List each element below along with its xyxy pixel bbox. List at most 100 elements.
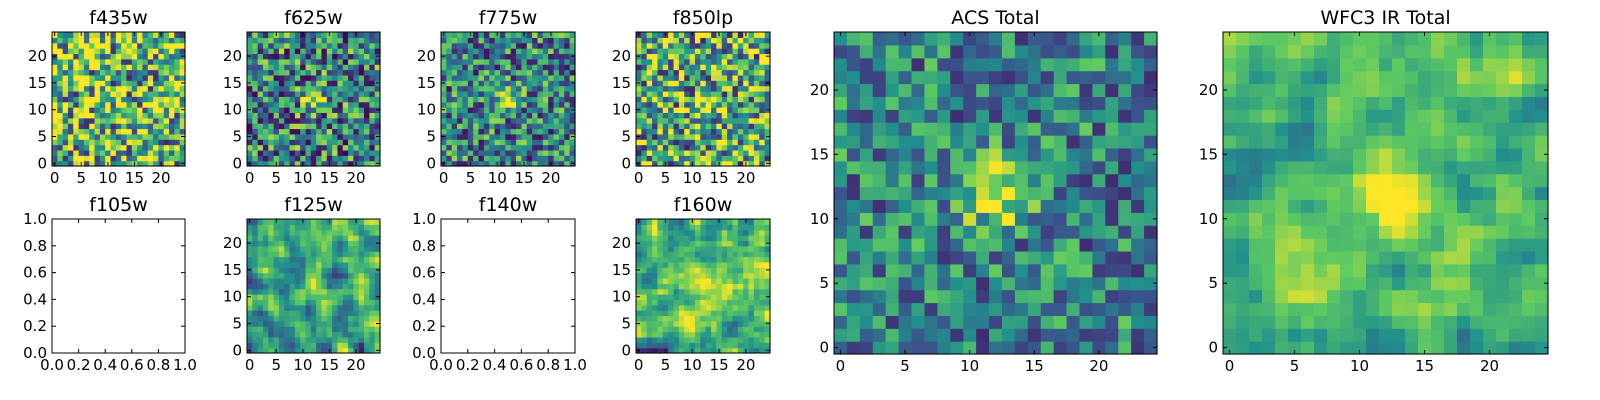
heatmap-cell — [646, 107, 653, 113]
heatmap-cell — [753, 80, 760, 87]
heatmap-cell — [278, 320, 285, 327]
heatmap-cell — [374, 48, 381, 55]
heatmap-cell — [353, 42, 360, 49]
heatmap-cell — [764, 32, 771, 38]
heatmap-cell — [174, 48, 181, 55]
heatmap-cell — [478, 80, 485, 87]
heatmap-cell — [284, 101, 291, 108]
heatmap-cell — [689, 342, 696, 349]
heatmap-cell — [885, 83, 900, 97]
heatmap-cell — [441, 149, 447, 156]
heatmap-cell — [321, 42, 328, 49]
heatmap-cell — [668, 139, 675, 146]
heatmap-cell — [1092, 57, 1106, 72]
heatmap-cell — [1131, 122, 1145, 136]
heatmap-cell — [673, 90, 680, 97]
heatmap-cell — [147, 53, 154, 60]
heatmap-cell — [321, 80, 328, 87]
heatmap-cell — [499, 155, 506, 162]
heatmap-cell — [1431, 109, 1445, 123]
y-tick-label: 5 — [621, 128, 631, 146]
heatmap-cell — [1249, 32, 1263, 46]
heatmap-cell — [457, 144, 464, 151]
heatmap-cell — [689, 331, 696, 338]
heatmap-cell — [1535, 122, 1549, 136]
heatmap-cell — [305, 144, 312, 151]
heatmap-cell — [1457, 147, 1471, 162]
heatmap-cell — [1275, 57, 1289, 72]
heatmap-cell — [89, 160, 96, 167]
heatmap-cell — [516, 69, 522, 76]
heatmap-cell — [332, 90, 339, 97]
heatmap-cell — [1340, 122, 1354, 136]
heatmap-cell — [516, 144, 522, 151]
heatmap-cell — [321, 224, 328, 231]
heatmap-cell — [99, 53, 106, 60]
heatmap-cell — [1327, 328, 1341, 342]
heatmap-cell — [294, 139, 301, 146]
heatmap-cell — [716, 58, 723, 65]
heatmap-cell — [1053, 173, 1068, 188]
heatmap-cell — [305, 277, 312, 284]
heatmap-cell — [451, 107, 458, 113]
heatmap-cell — [163, 69, 170, 76]
heatmap-cell — [67, 58, 74, 65]
heatmap-cell — [1131, 70, 1145, 85]
x-tick-label: 5 — [271, 169, 281, 187]
heatmap-cell — [1327, 199, 1341, 213]
heatmap-cell — [668, 112, 675, 119]
heatmap-cell — [321, 256, 328, 263]
heatmap-cell — [94, 64, 101, 71]
heatmap-cell — [911, 83, 926, 97]
heatmap-cell — [105, 133, 112, 140]
heatmap-cell — [332, 133, 339, 140]
heatmap-cell — [457, 85, 464, 92]
heatmap-cell — [94, 58, 101, 65]
heatmap-cell — [569, 42, 576, 49]
heatmap-cell — [252, 347, 259, 354]
heatmap-cell — [727, 101, 734, 108]
heatmap-cell — [110, 58, 117, 65]
heatmap-cell — [521, 155, 528, 162]
heatmap-cell — [83, 53, 90, 60]
heatmap-cell — [1392, 109, 1406, 123]
heatmap-cell — [569, 74, 576, 81]
y-tick-label: 10 — [417, 101, 436, 119]
heatmap-cell — [257, 304, 264, 311]
heatmap-cell — [1379, 225, 1393, 239]
heatmap-cell — [1392, 147, 1406, 162]
heatmap-cell — [1131, 302, 1145, 316]
heatmap-cell — [1535, 276, 1549, 291]
heatmap-cell — [721, 123, 728, 130]
heatmap-cell — [700, 48, 707, 55]
heatmap-cell — [310, 240, 317, 247]
heatmap-cell — [753, 96, 760, 103]
heatmap-cell — [126, 117, 133, 124]
y-tick-label: 0 — [232, 154, 242, 172]
heatmap-cell — [316, 315, 323, 322]
heatmap-cell — [1379, 160, 1393, 175]
heatmap-cell — [753, 69, 760, 76]
heatmap-cell — [278, 272, 285, 279]
heatmap-cell — [94, 101, 101, 108]
heatmap-cell — [542, 80, 549, 87]
heatmap-cell — [1040, 122, 1055, 136]
heatmap-cell — [67, 42, 74, 49]
y-tick-label: 5 — [1208, 274, 1218, 292]
heatmap-cell — [284, 42, 291, 49]
heatmap-cell — [1105, 225, 1119, 239]
heatmap-cell — [115, 32, 122, 38]
heatmap-cell — [257, 149, 264, 156]
heatmap-cell — [451, 101, 458, 108]
heatmap-cell — [337, 224, 344, 231]
heatmap-cell — [273, 277, 280, 284]
heatmap-cell — [337, 155, 344, 162]
heatmap-cell — [179, 74, 186, 81]
heatmap-cell — [1535, 225, 1549, 239]
heatmap-cell — [1001, 135, 1016, 149]
heatmap-cell — [451, 96, 458, 103]
heatmap-cell — [257, 267, 264, 274]
heatmap-cell — [83, 90, 90, 97]
heatmap-cell — [1079, 173, 1093, 188]
heatmap-cell — [105, 48, 112, 55]
